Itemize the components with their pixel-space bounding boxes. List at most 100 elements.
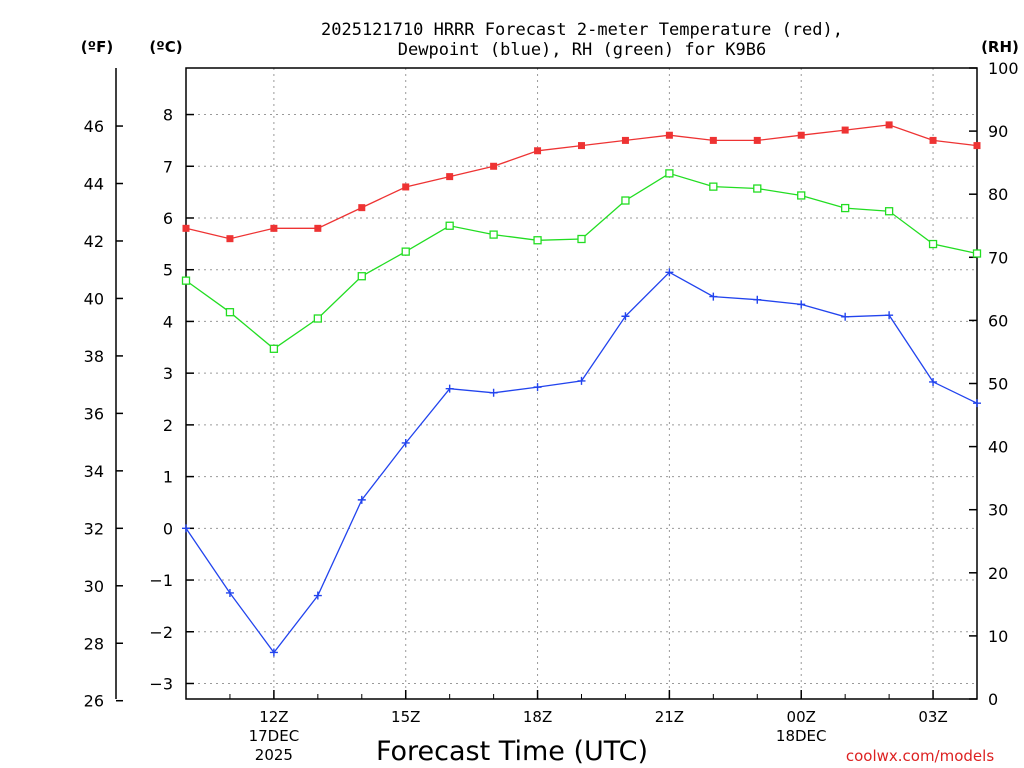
dewpoint-line bbox=[185, 271, 978, 654]
dewpoint-point bbox=[182, 524, 190, 533]
celsius-tick-label: −3 bbox=[149, 674, 173, 693]
temperature-point bbox=[182, 224, 190, 232]
fahrenheit-tick-label: 38 bbox=[84, 347, 104, 366]
rh-point bbox=[841, 203, 850, 213]
rh-tick-label: 30 bbox=[988, 501, 1008, 520]
x-tick-label: 03Z bbox=[918, 708, 947, 726]
x-tick-year-label: 2025 bbox=[255, 746, 293, 764]
dewpoint-point bbox=[577, 376, 586, 385]
rh-tick-label: 50 bbox=[988, 375, 1008, 394]
rh-point bbox=[972, 249, 982, 258]
celsius-tick-label: 5 bbox=[163, 261, 173, 280]
fahrenheit-tick-label: 32 bbox=[84, 519, 104, 538]
temperature-point bbox=[841, 126, 849, 134]
temperature-point bbox=[534, 147, 542, 155]
fahrenheit-unit-label: (ºF) bbox=[81, 38, 113, 56]
dewpoint-point bbox=[445, 384, 454, 393]
rh-point bbox=[928, 239, 938, 249]
temperature-point bbox=[709, 136, 717, 144]
x-tick-label: 00Z bbox=[787, 708, 816, 726]
rh-point bbox=[621, 196, 630, 205]
rh-point bbox=[357, 272, 366, 281]
rh-point bbox=[181, 276, 191, 285]
rh-tick-label: 0 bbox=[988, 690, 998, 709]
rh-point bbox=[753, 184, 762, 193]
rh-point bbox=[533, 236, 542, 245]
x-tick-date-label: 17DEC bbox=[249, 727, 300, 745]
fahrenheit-tick-label: 26 bbox=[84, 692, 104, 711]
rh-point bbox=[577, 234, 586, 244]
rh-tick-label: 70 bbox=[988, 248, 1008, 267]
temperature-point bbox=[446, 173, 454, 181]
fahrenheit-tick-label: 42 bbox=[84, 232, 104, 251]
rh-point bbox=[269, 344, 279, 353]
rh-point bbox=[665, 169, 674, 178]
temperature-point bbox=[885, 121, 893, 129]
rh-tick-label: 90 bbox=[988, 122, 1008, 141]
celsius-tick-label: 0 bbox=[163, 519, 173, 538]
x-tick-date-label: 18DEC bbox=[776, 727, 827, 745]
celsius-unit-label: (ºC) bbox=[149, 38, 182, 56]
chart-title-line1: 2025121710 HRRR Forecast 2-meter Tempera… bbox=[321, 20, 843, 40]
celsius-tick-label: −1 bbox=[149, 571, 173, 590]
dewpoint-point bbox=[709, 292, 718, 301]
celsius-tick-label: 3 bbox=[163, 364, 173, 383]
rh-line bbox=[185, 172, 978, 350]
series-temperature bbox=[182, 121, 981, 243]
celsius-tick-label: 2 bbox=[163, 416, 173, 435]
temperature-point bbox=[621, 136, 629, 144]
celsius-tick-label: 1 bbox=[163, 468, 173, 487]
dewpoint-point bbox=[929, 377, 938, 386]
data-series bbox=[181, 121, 982, 657]
fahrenheit-tick-label: 44 bbox=[84, 175, 104, 194]
rh-tick-label: 20 bbox=[988, 564, 1008, 583]
temperature-point bbox=[270, 224, 278, 232]
temperature-point bbox=[358, 204, 366, 212]
fahrenheit-tick-label: 40 bbox=[84, 289, 104, 308]
rh-point bbox=[313, 314, 322, 323]
dewpoint-point bbox=[401, 438, 410, 447]
fahrenheit-tick-label: 46 bbox=[84, 117, 104, 136]
dewpoint-point bbox=[841, 312, 850, 321]
x-tick-label: 18Z bbox=[523, 708, 552, 726]
temperature-point bbox=[578, 142, 585, 150]
rh-tick-label: 80 bbox=[988, 185, 1008, 204]
dewpoint-point bbox=[357, 495, 366, 504]
fahrenheit-tick-label: 34 bbox=[84, 462, 104, 481]
x-tick-label: 12Z bbox=[259, 708, 288, 726]
temperature-point bbox=[226, 235, 234, 243]
fahrenheit-tick-label: 36 bbox=[84, 404, 104, 423]
celsius-tick-label: 8 bbox=[163, 106, 173, 125]
temperature-point bbox=[490, 162, 498, 170]
dewpoint-point bbox=[665, 268, 674, 277]
celsius-tick-label: −2 bbox=[149, 623, 173, 642]
series-dewpoint bbox=[182, 268, 981, 657]
dewpoint-point bbox=[533, 383, 542, 392]
axes bbox=[115, 67, 978, 700]
temperature-point bbox=[929, 136, 937, 144]
rh-point bbox=[401, 247, 410, 256]
dewpoint-point bbox=[753, 295, 762, 304]
fahrenheit-tick-label: 30 bbox=[84, 577, 104, 596]
dewpoint-point bbox=[269, 648, 278, 657]
rh-point bbox=[489, 230, 498, 239]
temperature-point bbox=[797, 131, 805, 139]
chart-title-line2: Dewpoint (blue), RH (green) for K9B6 bbox=[398, 40, 766, 60]
rh-point bbox=[797, 191, 806, 200]
dewpoint-point bbox=[225, 588, 234, 597]
dewpoint-point bbox=[973, 399, 981, 408]
temperature-point bbox=[665, 131, 673, 139]
rh-point bbox=[225, 308, 235, 317]
rh-point bbox=[445, 221, 454, 230]
celsius-tick-label: 6 bbox=[163, 209, 173, 228]
celsius-tick-label: 4 bbox=[163, 312, 173, 331]
rh-tick-label: 40 bbox=[988, 438, 1008, 457]
temperature-point bbox=[973, 142, 981, 150]
rh-tick-label: 60 bbox=[988, 311, 1008, 330]
temperature-line bbox=[185, 124, 978, 240]
fahrenheit-tick-label: 28 bbox=[84, 634, 104, 653]
temperature-point bbox=[753, 136, 761, 144]
series-rh bbox=[181, 169, 982, 353]
